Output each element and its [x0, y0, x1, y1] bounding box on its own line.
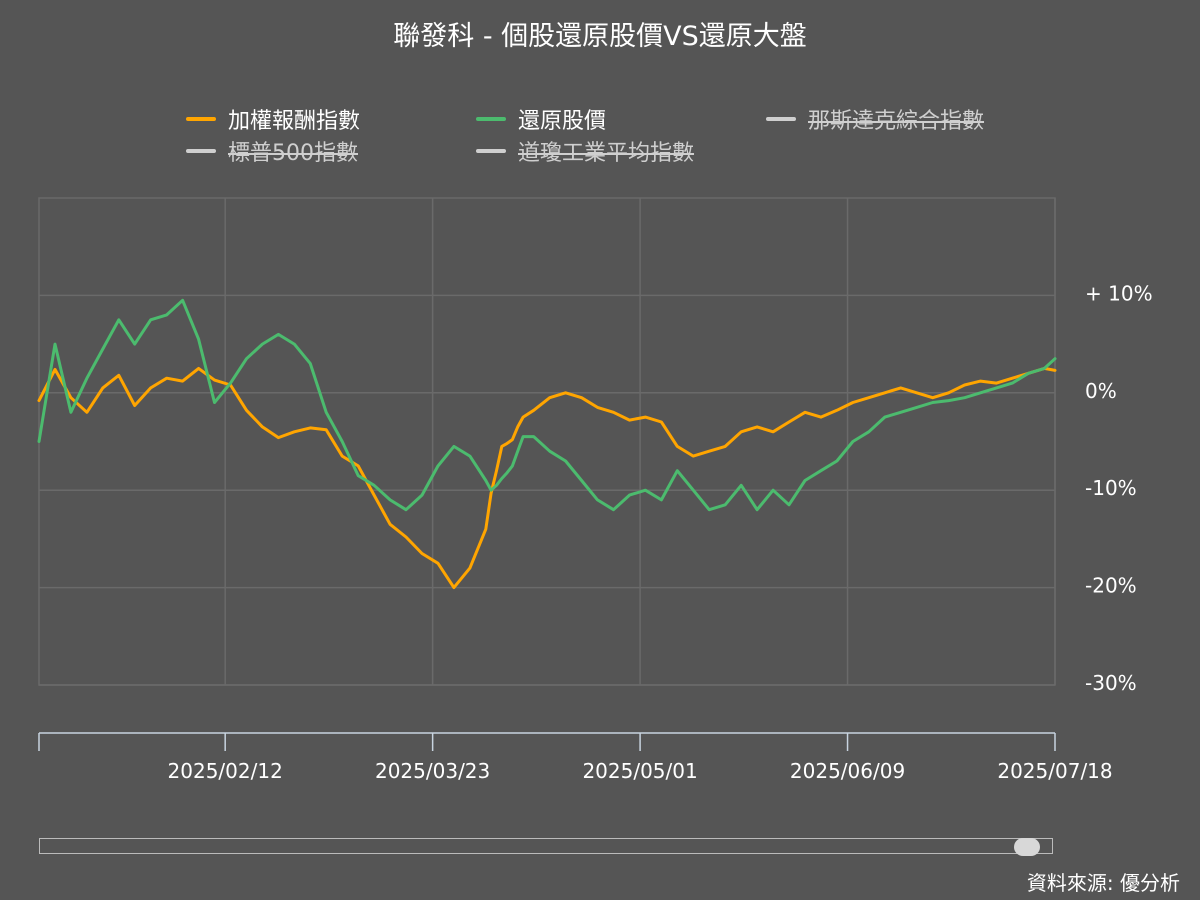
- legend-swatch: [186, 117, 216, 121]
- legend-label: 還原股價: [518, 109, 607, 134]
- x-tick-label: 2025/05/01: [582, 759, 697, 783]
- legend-label: 加權報酬指數: [228, 109, 361, 134]
- navigator-handle[interactable]: [1014, 838, 1040, 856]
- legend-item-adjusted-price[interactable]: 還原股價: [476, 104, 606, 134]
- legend-label: 道瓊工業平均指數: [518, 141, 695, 166]
- legend-label: 那斯達克綜合指數: [808, 109, 985, 134]
- chart-title: 聯發科 - 個股還原股價VS還原大盤: [393, 21, 807, 52]
- y-tick-label: -20%: [1085, 574, 1137, 598]
- legend-item-sp500[interactable]: 標普500指數: [186, 136, 358, 166]
- legend-item-taiex-return[interactable]: 加權報酬指數: [186, 104, 360, 134]
- legend-swatch: [186, 149, 216, 153]
- legend-item-nasdaq[interactable]: 那斯達克綜合指數: [766, 104, 984, 134]
- x-tick-label: 2025/03/23: [375, 759, 490, 783]
- y-tick-label: 0%: [1085, 379, 1117, 403]
- range-navigator[interactable]: [39, 838, 1053, 854]
- legend-label: 標普500指數: [228, 141, 358, 166]
- x-tick-label: 2025/06/09: [790, 759, 905, 783]
- legend-swatch: [476, 117, 506, 121]
- legend-swatch: [766, 117, 796, 121]
- x-tick-label: 2025/07/18: [997, 759, 1112, 783]
- y-tick-label: -10%: [1085, 476, 1137, 500]
- legend-item-dow-jones[interactable]: 道瓊工業平均指數: [476, 136, 694, 166]
- source-note: 資料來源: 優分析: [1026, 871, 1180, 895]
- x-tick-label: 2025/02/12: [168, 759, 283, 783]
- series-line-0: [37, 366, 1057, 590]
- legend-swatch: [476, 149, 506, 153]
- series-line-1: [37, 298, 1057, 512]
- y-tick-label: -30%: [1085, 671, 1137, 695]
- y-tick-label: + 10%: [1085, 281, 1153, 305]
